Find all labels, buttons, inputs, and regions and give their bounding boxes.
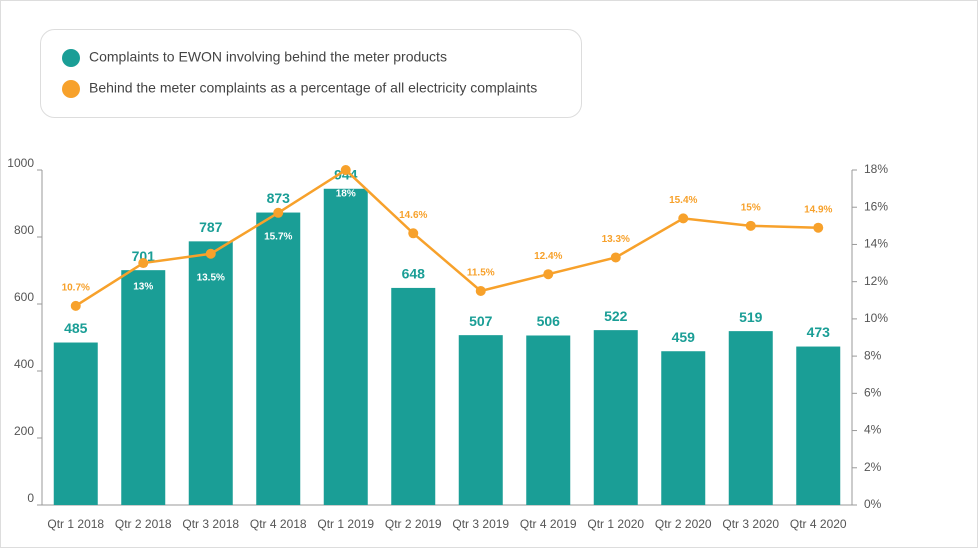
line-value-label: 15.4% xyxy=(669,195,697,206)
bar xyxy=(391,287,436,505)
y-tick-label: 200 xyxy=(14,424,34,438)
line-point xyxy=(70,300,81,311)
bar xyxy=(728,331,773,505)
y-tick-label: 1000 xyxy=(7,156,34,170)
line-point xyxy=(610,252,621,263)
bar-value-label: 485 xyxy=(64,320,88,336)
bar-value-label: 519 xyxy=(739,309,763,325)
line-point xyxy=(813,222,824,233)
line-value-label: 14.9% xyxy=(804,204,832,215)
x-tick-label: Qtr 4 2018 xyxy=(250,517,307,531)
y2-tick-label: 14% xyxy=(864,237,888,251)
x-tick-label: Qtr 3 2018 xyxy=(182,517,239,531)
bar-value-label: 507 xyxy=(469,313,493,329)
bar xyxy=(323,188,368,505)
legend-label: Behind the meter complaints as a percent… xyxy=(89,80,537,96)
line-point xyxy=(205,248,216,259)
x-tick-label: Qtr 2 2018 xyxy=(115,517,172,531)
bar xyxy=(796,346,841,505)
line-point xyxy=(745,220,756,231)
bar-value-label: 873 xyxy=(267,190,291,206)
bar xyxy=(121,270,166,505)
line-point xyxy=(475,285,486,296)
bar-value-label: 701 xyxy=(132,248,156,264)
bar xyxy=(526,335,571,505)
x-tick-label: Qtr 4 2020 xyxy=(790,517,847,531)
x-tick-label: Qtr 4 2019 xyxy=(520,517,577,531)
bar xyxy=(53,342,98,505)
y2-tick-label: 18% xyxy=(864,162,888,176)
line-point xyxy=(408,228,419,239)
line-point xyxy=(678,213,689,224)
x-tick-label: Qtr 1 2019 xyxy=(317,517,374,531)
legend-label: Complaints to EWON involving behind the … xyxy=(89,49,447,65)
bar xyxy=(593,330,638,505)
x-tick-label: Qtr 3 2020 xyxy=(722,517,779,531)
bar-value-label: 506 xyxy=(537,313,561,329)
y2-tick-label: 0% xyxy=(864,497,882,511)
y-tick-label: 0 xyxy=(27,491,34,505)
bar-value-label: 459 xyxy=(672,329,696,345)
legend-box xyxy=(40,29,582,118)
x-tick-label: Qtr 1 2018 xyxy=(47,517,104,531)
y2-tick-label: 8% xyxy=(864,348,882,362)
bar-value-label: 522 xyxy=(604,308,628,324)
x-tick-label: Qtr 3 2019 xyxy=(452,517,509,531)
line-value-label: 15% xyxy=(741,202,761,213)
bar-value-label: 648 xyxy=(402,266,426,282)
line-value-label: 14.6% xyxy=(399,210,427,221)
y2-tick-label: 10% xyxy=(864,311,888,325)
y2-tick-label: 12% xyxy=(864,274,888,288)
bar xyxy=(661,351,706,505)
line-value-label: 15.7% xyxy=(264,231,292,242)
line-value-label: 12.4% xyxy=(534,251,562,262)
line-point xyxy=(138,258,149,269)
legend-marker xyxy=(62,80,80,98)
line-value-label: 10.7% xyxy=(62,283,90,294)
y2-tick-label: 4% xyxy=(864,423,882,437)
bar-value-label: 473 xyxy=(807,324,831,340)
line-value-label: 13.3% xyxy=(602,234,630,245)
bar xyxy=(188,241,233,506)
x-tick-label: Qtr 1 2020 xyxy=(587,517,644,531)
y2-tick-label: 2% xyxy=(864,460,882,474)
line-point xyxy=(340,165,351,175)
y2-tick-label: 16% xyxy=(864,199,888,213)
line xyxy=(75,168,819,307)
line-point xyxy=(273,207,284,218)
bar-value-label: 787 xyxy=(199,219,223,235)
line-value-label: 13% xyxy=(133,282,153,293)
line-value-label: 13.5% xyxy=(197,272,225,283)
y-tick-label: 400 xyxy=(14,357,34,371)
line-point xyxy=(543,269,554,280)
line-value-label: 11.5% xyxy=(467,268,495,279)
x-tick-label: Qtr 2 2019 xyxy=(385,517,442,531)
bar xyxy=(458,335,503,505)
y-tick-label: 600 xyxy=(14,290,34,304)
y2-tick-label: 6% xyxy=(864,386,882,400)
bar xyxy=(256,212,301,506)
legend-marker xyxy=(62,49,80,67)
line-value-label: 18% xyxy=(336,189,356,200)
y-tick-label: 800 xyxy=(14,223,34,237)
x-tick-label: Qtr 2 2020 xyxy=(655,517,712,531)
